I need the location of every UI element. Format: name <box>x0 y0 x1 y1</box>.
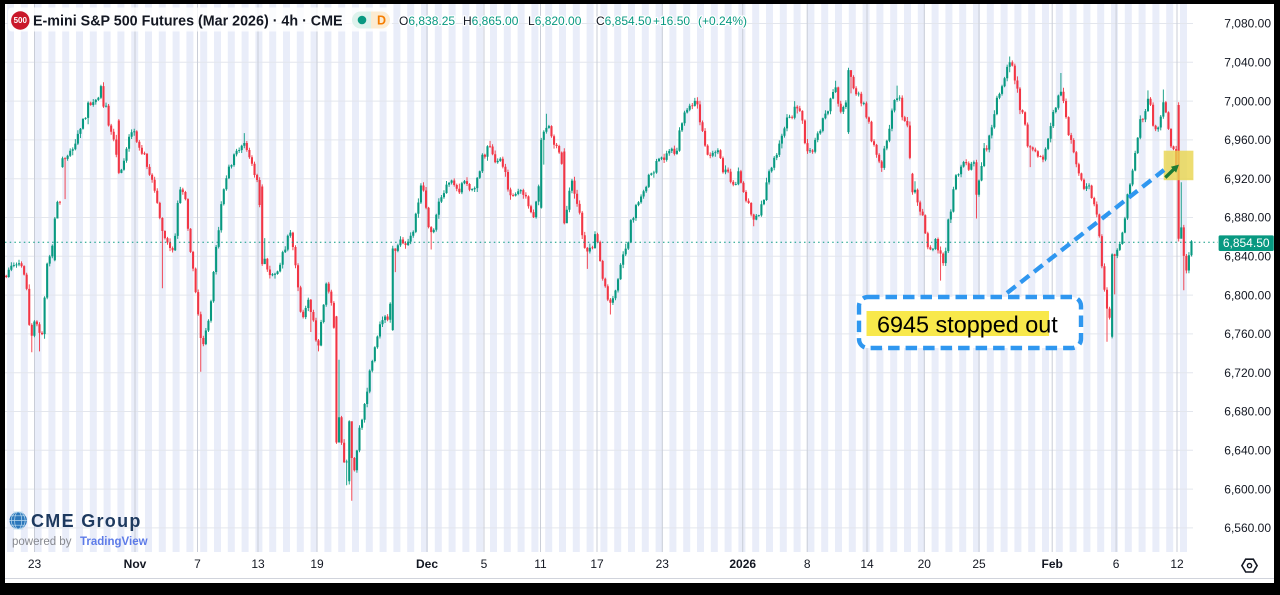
svg-text:6945 stopped out: 6945 stopped out <box>877 312 1058 338</box>
svg-text:23: 23 <box>28 557 42 571</box>
svg-text:7: 7 <box>194 557 201 571</box>
svg-text:7,080.00: 7,080.00 <box>1224 17 1271 31</box>
svg-text:O6,838.25: O6,838.25 <box>399 14 455 28</box>
svg-text:6,720.00: 6,720.00 <box>1224 366 1271 380</box>
svg-text:7,040.00: 7,040.00 <box>1224 56 1271 70</box>
svg-text:14: 14 <box>860 557 874 571</box>
svg-text:6,680.00: 6,680.00 <box>1224 405 1271 419</box>
svg-text:8: 8 <box>804 557 811 571</box>
svg-text:Dec: Dec <box>416 557 438 571</box>
svg-text:TradingView: TradingView <box>80 536 148 548</box>
svg-text:7,000.00: 7,000.00 <box>1224 94 1271 108</box>
svg-text:5: 5 <box>481 557 488 571</box>
svg-text:powered by: powered by <box>12 536 72 548</box>
svg-text:11: 11 <box>534 557 547 571</box>
svg-text:23: 23 <box>656 557 670 571</box>
svg-text:6,640.00: 6,640.00 <box>1224 444 1271 458</box>
svg-text:2026: 2026 <box>729 557 756 571</box>
svg-text:L6,820.00: L6,820.00 <box>528 14 582 28</box>
svg-text:(+0.24%): (+0.24%) <box>698 14 747 28</box>
svg-text:Nov: Nov <box>124 557 147 571</box>
svg-text:12: 12 <box>1170 557 1184 571</box>
svg-text:+16.50: +16.50 <box>653 14 690 28</box>
svg-text:6,920.00: 6,920.00 <box>1224 172 1271 186</box>
svg-text:6,560.00: 6,560.00 <box>1224 521 1271 535</box>
svg-text:20: 20 <box>918 557 932 571</box>
svg-text:Feb: Feb <box>1042 557 1063 571</box>
svg-text:13: 13 <box>251 557 265 571</box>
svg-text:6,960.00: 6,960.00 <box>1224 133 1271 147</box>
svg-text:6,854.50: 6,854.50 <box>1223 236 1270 250</box>
svg-text:6,880.00: 6,880.00 <box>1224 211 1271 225</box>
svg-text:6: 6 <box>1113 557 1120 571</box>
svg-text:6,760.00: 6,760.00 <box>1224 327 1271 341</box>
svg-text:19: 19 <box>310 557 324 571</box>
svg-text:E-mini S&P 500 Futures (Mar 20: E-mini S&P 500 Futures (Mar 2026) · 4h ·… <box>33 14 343 30</box>
svg-text:6,840.00: 6,840.00 <box>1224 250 1271 264</box>
svg-text:25: 25 <box>972 557 986 571</box>
svg-text:CME Group: CME Group <box>31 511 142 531</box>
svg-text:500: 500 <box>14 16 28 25</box>
svg-text:D: D <box>377 14 386 28</box>
svg-text:6,600.00: 6,600.00 <box>1224 482 1271 496</box>
svg-text:17: 17 <box>590 557 604 571</box>
svg-text:6,800.00: 6,800.00 <box>1224 288 1271 302</box>
svg-text:C6,854.50: C6,854.50 <box>596 14 652 28</box>
svg-text:H6,865.00: H6,865.00 <box>463 14 519 28</box>
